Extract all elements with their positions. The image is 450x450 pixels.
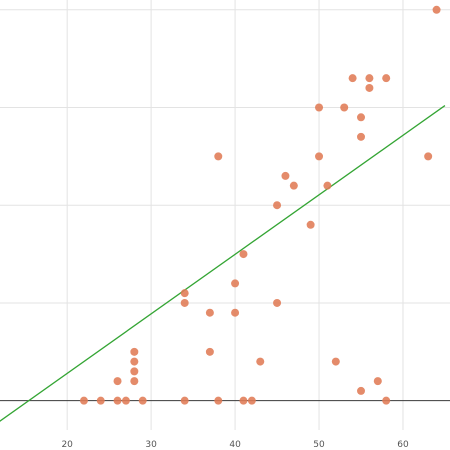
data-point bbox=[130, 357, 139, 366]
data-point bbox=[180, 289, 189, 298]
data-point bbox=[138, 396, 147, 405]
x-tick-label: 60 bbox=[397, 440, 409, 450]
tick-label-layer: 20 30 40 50 60 bbox=[61, 440, 409, 450]
data-point bbox=[130, 367, 139, 376]
trendline bbox=[0, 105, 446, 422]
data-point bbox=[256, 357, 265, 366]
data-point bbox=[130, 377, 139, 386]
data-point bbox=[357, 132, 366, 141]
data-point bbox=[231, 279, 240, 288]
data-point bbox=[130, 347, 139, 356]
data-point bbox=[348, 74, 357, 83]
x-tick-label: 50 bbox=[313, 440, 325, 450]
data-point bbox=[113, 377, 122, 386]
grid-layer bbox=[0, 0, 450, 430]
x-tick-label: 40 bbox=[229, 440, 241, 450]
data-point bbox=[239, 396, 248, 405]
point-layer bbox=[79, 5, 441, 405]
data-point bbox=[214, 396, 223, 405]
data-point bbox=[205, 308, 214, 317]
data-point bbox=[432, 5, 441, 14]
data-point bbox=[315, 152, 324, 161]
data-point bbox=[180, 298, 189, 307]
data-point bbox=[289, 181, 298, 190]
trendline-layer bbox=[0, 105, 446, 422]
data-point bbox=[340, 103, 349, 112]
data-point bbox=[121, 396, 130, 405]
data-point bbox=[315, 103, 324, 112]
data-point bbox=[205, 347, 214, 356]
data-point bbox=[424, 152, 433, 161]
data-point bbox=[281, 171, 290, 180]
data-point bbox=[247, 396, 256, 405]
data-point bbox=[357, 113, 366, 122]
data-point bbox=[231, 308, 240, 317]
data-point bbox=[273, 298, 282, 307]
data-point bbox=[79, 396, 88, 405]
data-point bbox=[382, 396, 391, 405]
data-point bbox=[365, 83, 374, 92]
data-point bbox=[214, 152, 223, 161]
data-point bbox=[96, 396, 105, 405]
data-point bbox=[373, 377, 382, 386]
data-point bbox=[357, 386, 366, 395]
data-point bbox=[180, 396, 189, 405]
data-point bbox=[323, 181, 332, 190]
x-tick-label: 30 bbox=[145, 440, 157, 450]
data-point bbox=[239, 250, 248, 259]
data-point bbox=[306, 220, 315, 229]
x-tick-label: 20 bbox=[61, 440, 73, 450]
data-point bbox=[382, 74, 391, 83]
data-point bbox=[331, 357, 340, 366]
data-point bbox=[273, 201, 282, 210]
data-point bbox=[365, 74, 374, 83]
data-point bbox=[113, 396, 122, 405]
